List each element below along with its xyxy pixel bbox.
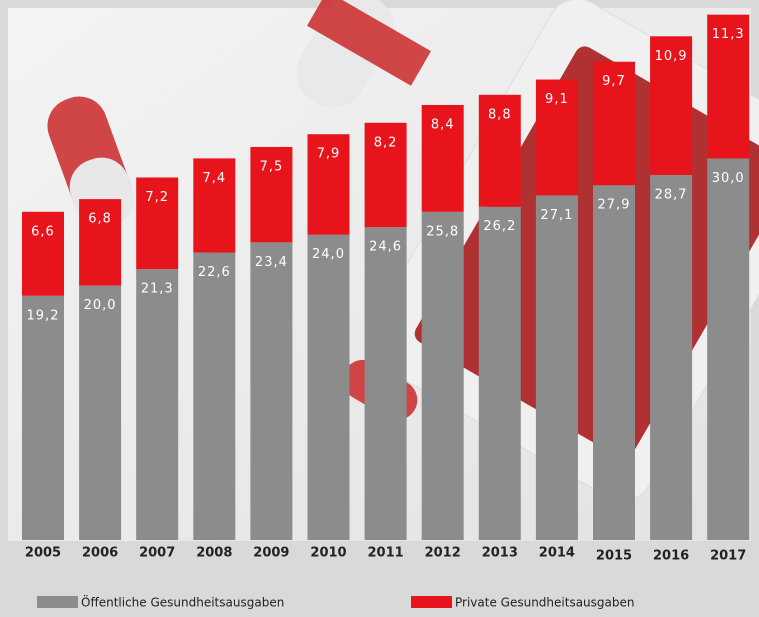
bar-segment <box>364 122 407 228</box>
data-label: 11,3 <box>712 27 745 42</box>
bar-segment <box>707 158 750 540</box>
bar-segment <box>478 94 521 207</box>
bar-segment <box>593 61 635 186</box>
data-label: 24,6 <box>369 240 402 255</box>
bar-segment <box>22 295 64 540</box>
x-tick-label: 2008 <box>196 546 232 561</box>
data-label: 20,0 <box>84 298 117 313</box>
bar-segment <box>364 227 407 540</box>
legend-swatch <box>411 596 452 608</box>
bar-segment <box>250 242 293 541</box>
x-tick-label: 2016 <box>653 549 689 564</box>
legend-label: Öffentliche Gesundheitsausgaben <box>81 594 284 610</box>
bar-segment <box>136 269 179 540</box>
data-label: 9,1 <box>545 92 569 107</box>
data-label: 30,0 <box>712 171 745 186</box>
data-label: 6,8 <box>88 212 112 227</box>
data-label: 7,9 <box>317 147 341 162</box>
bar-segment <box>307 234 350 540</box>
x-tick-label: 2009 <box>253 546 289 561</box>
data-label: 28,7 <box>655 187 688 202</box>
x-tick-label: 2005 <box>25 546 61 561</box>
bar-segment <box>250 146 293 243</box>
x-tick-label: 2013 <box>482 546 518 561</box>
bar-segment <box>478 206 521 540</box>
data-label: 26,2 <box>483 219 516 234</box>
bar-segment <box>593 185 635 540</box>
bar-segment <box>650 36 693 175</box>
data-label: 25,8 <box>426 224 459 239</box>
data-label: 8,8 <box>488 107 512 122</box>
bar-segment <box>193 158 236 253</box>
data-label: 9,7 <box>602 74 626 89</box>
data-label: 8,2 <box>374 135 398 150</box>
data-label: 7,4 <box>202 171 226 186</box>
data-label: 19,2 <box>27 308 60 323</box>
x-tick-label: 2015 <box>596 549 632 564</box>
data-label: 7,2 <box>145 190 169 205</box>
bar-segment <box>535 195 578 540</box>
plot-area: 19,2 6,6 2005 20,0 6,8 2006 21,3 7,2 2007 22,6 7,4… <box>22 14 750 564</box>
legend-swatch <box>37 596 78 608</box>
bar-segment <box>707 14 750 159</box>
bar-segment <box>650 174 693 540</box>
data-label: 7,5 <box>260 159 284 174</box>
data-label: 21,3 <box>141 282 174 297</box>
x-tick-label: 2007 <box>139 546 175 561</box>
bar-segment <box>535 79 578 196</box>
data-label: 10,9 <box>655 49 688 64</box>
x-tick-label: 2017 <box>710 549 746 564</box>
x-tick-label: 2011 <box>368 546 404 561</box>
bar-segment <box>79 199 122 286</box>
bar-segment <box>136 177 179 270</box>
x-tick-label: 2012 <box>425 546 461 561</box>
x-tick-label: 2006 <box>82 546 118 561</box>
bar-segment <box>193 252 236 540</box>
data-label: 8,4 <box>431 117 455 132</box>
bar-segment <box>307 134 350 235</box>
x-tick-label: 2010 <box>310 546 346 561</box>
data-label: 22,6 <box>198 265 231 280</box>
data-label: 6,6 <box>31 224 55 239</box>
legend-label: Private Gesundheitsausgaben <box>455 596 634 610</box>
bar-segment <box>79 285 122 540</box>
data-label: 27,9 <box>598 198 631 213</box>
data-label: 24,0 <box>312 247 345 262</box>
legend: Öffentliche Gesundheitsausgaben Private … <box>37 594 634 610</box>
data-label: 23,4 <box>255 255 288 270</box>
x-tick-label: 2014 <box>539 546 575 561</box>
bar-segment <box>421 104 464 212</box>
bar-segment <box>421 211 464 540</box>
bar-segment <box>22 211 64 296</box>
data-label: 27,1 <box>540 208 573 223</box>
